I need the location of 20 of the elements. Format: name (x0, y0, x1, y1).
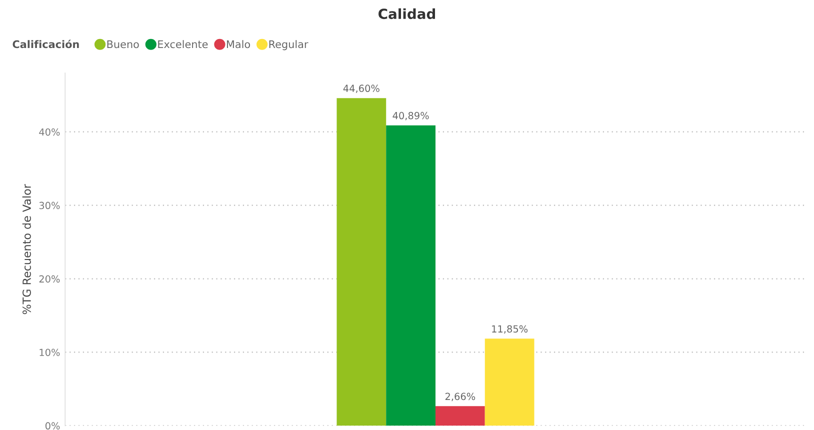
y-tick-label: 0% (45, 422, 60, 430)
legend-label: Excelente (158, 40, 208, 48)
bar (336, 98, 386, 426)
data-label: 11,85% (492, 325, 528, 334)
data-label: 40,89% (392, 112, 429, 120)
legend-title: Calificación (12, 40, 79, 48)
y-axis-title: %TG Recuento de Valor (22, 184, 31, 314)
bar (386, 125, 436, 426)
y-tick-label: 40% (39, 128, 60, 136)
legend-label: Malo (226, 40, 250, 48)
y-tick-label: 30% (39, 202, 60, 210)
bar (484, 338, 534, 426)
data-label: 2,66% (445, 392, 476, 402)
bar (435, 406, 485, 426)
y-tick-label: 10% (40, 348, 60, 356)
legend-label: Bueno (107, 40, 139, 48)
legend-label: Regular (269, 40, 308, 50)
chart-title: Calidad (378, 8, 436, 20)
y-tick-label: 20% (39, 275, 60, 283)
data-label: 44,60% (343, 84, 380, 94)
